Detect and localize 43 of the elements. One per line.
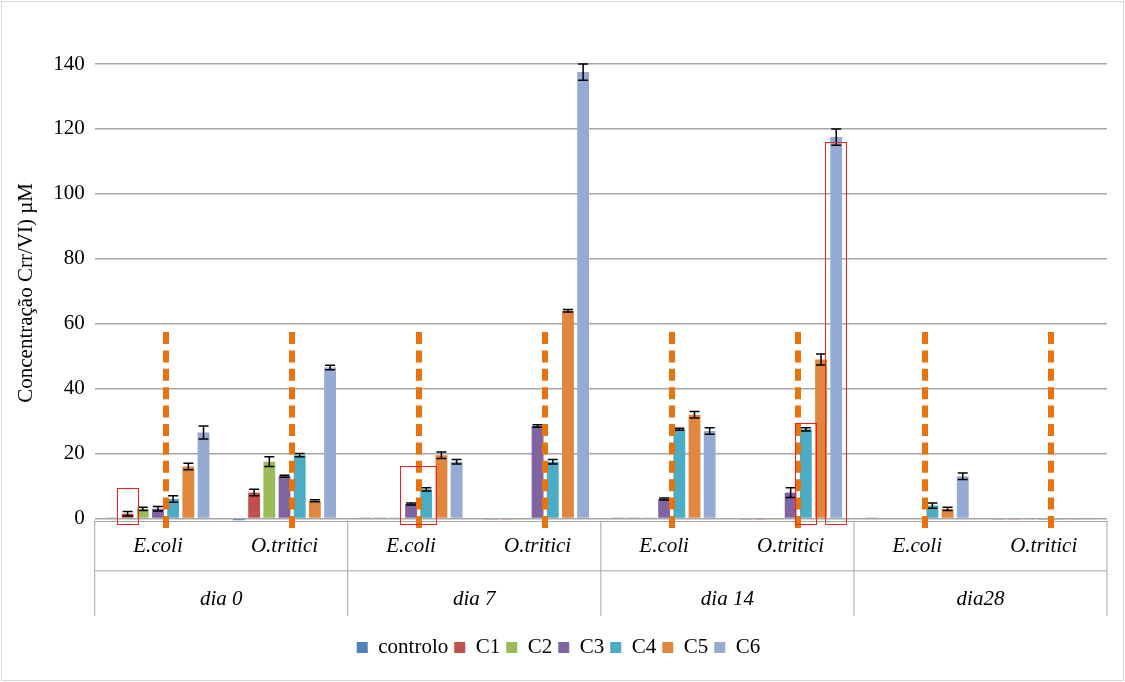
x-tick-label: E.coli <box>638 532 690 557</box>
text: dia 14 <box>700 586 755 611</box>
y-tick-label: 120 <box>53 115 85 140</box>
legend-label: C4 <box>631 634 657 659</box>
legend-label: controlo <box>378 634 449 659</box>
legend-label: C6 <box>735 634 761 659</box>
legend-label: C2 <box>527 634 553 659</box>
bar <box>830 137 843 518</box>
bar <box>562 310 574 518</box>
x-tick-label: E.coli <box>891 532 943 557</box>
y-tick-label: 100 <box>53 180 85 205</box>
bar <box>182 466 195 518</box>
bar <box>308 500 321 518</box>
y-tick-label: 140 <box>53 50 85 75</box>
legend-label: C3 <box>579 634 605 659</box>
y-tick-label: 40 <box>63 375 85 400</box>
legend-label: C1 <box>475 634 501 659</box>
bar <box>577 72 590 518</box>
x-tick-label: O.tritici <box>504 532 572 557</box>
y-tick-label: 0 <box>74 505 85 530</box>
text: dia 0 <box>199 586 244 611</box>
y-tick-label: 80 <box>63 245 85 270</box>
bar <box>197 432 210 518</box>
bar <box>435 455 448 518</box>
bar <box>703 430 716 518</box>
x-tick-label: O.tritici <box>250 532 319 557</box>
bar <box>450 461 463 518</box>
bar <box>324 367 336 518</box>
x-tick-label: O.tritici <box>1010 532 1078 557</box>
bar <box>956 476 969 518</box>
bar <box>293 455 306 518</box>
bar <box>688 414 701 518</box>
y-axis-title: Concentração Crr/VI) µM <box>13 182 38 403</box>
x-tick-label: O.tritici <box>757 532 825 557</box>
x-tick-label: E.coli <box>132 532 183 557</box>
bar <box>546 461 559 518</box>
legend-label: C5 <box>683 634 709 659</box>
x-tick-label: E.coli <box>385 532 436 557</box>
text: dia 7 <box>453 586 498 611</box>
bar <box>263 461 276 518</box>
text: dia28 <box>956 586 1005 611</box>
y-tick-label: 20 <box>63 440 85 465</box>
y-tick-label: 60 <box>63 310 85 335</box>
